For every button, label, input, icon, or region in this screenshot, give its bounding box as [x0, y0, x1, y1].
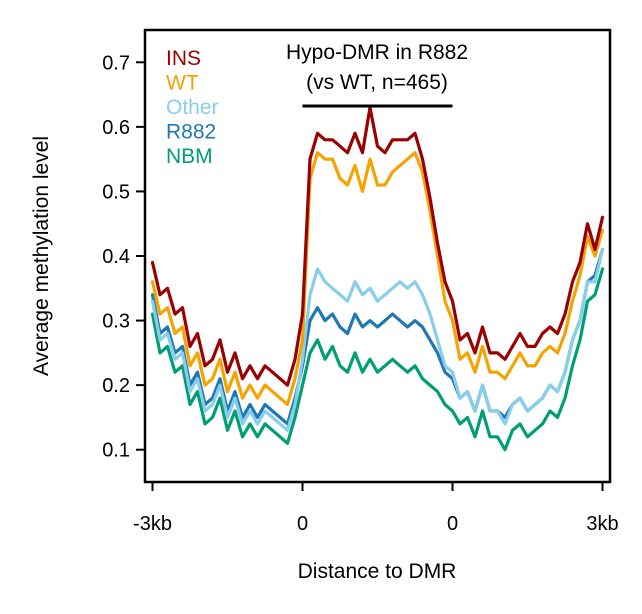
x-tick-label: 0	[297, 513, 308, 535]
series-line-other	[150, 247, 605, 432]
y-tick-label: 0.7	[102, 52, 130, 74]
y-tick-label: 0.6	[102, 117, 130, 139]
series-line-wt	[150, 151, 605, 407]
y-tick-label: 0.4	[102, 246, 130, 268]
legend-label-wt: WT	[166, 72, 199, 95]
series-layer	[150, 105, 605, 452]
y-tick-label: 0.1	[102, 440, 130, 462]
legend-label-r882: R882	[166, 121, 216, 144]
y-tick-label: 0.5	[102, 181, 130, 203]
x-axis-title: Distance to DMR	[298, 560, 457, 583]
legend-label-ins: INS	[166, 47, 201, 70]
legend-label-nbm: NBM	[166, 145, 213, 168]
x-axis: -3kb 0 0 3kb	[133, 482, 619, 535]
x-tick-label: 0	[447, 513, 458, 535]
x-tick-label: -3kb	[133, 513, 172, 535]
y-tick-label: 0.2	[102, 375, 130, 397]
y-axis: 0.1 0.2 0.3 0.4 0.5 0.6 0.7	[102, 52, 145, 462]
chart-subtitle: (vs WT, n=465)	[306, 71, 448, 94]
series-line-nbm	[150, 267, 605, 452]
y-axis-title: Average methylation level	[30, 136, 53, 376]
y-tick-label: 0.3	[102, 311, 130, 333]
chart-title: Hypo-DMR in R882	[286, 41, 468, 64]
x-tick-label: 3kb	[586, 513, 618, 535]
series-line-ins	[150, 105, 605, 387]
legend-label-other: Other	[166, 96, 219, 119]
